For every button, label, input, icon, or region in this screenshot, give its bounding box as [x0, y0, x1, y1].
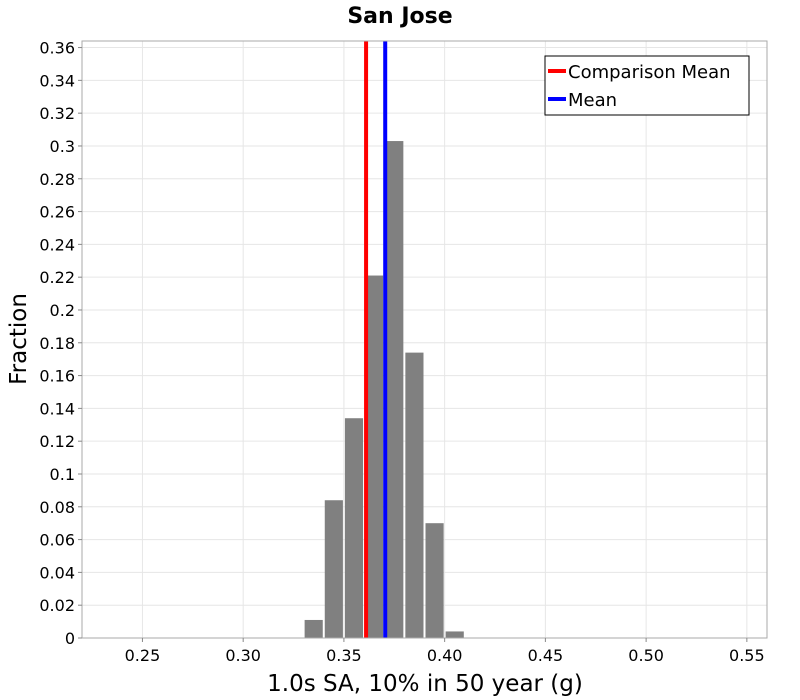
histogram-bar: [445, 631, 464, 638]
y-tick-label: 0.24: [39, 235, 75, 254]
plot-area-frame: [81, 40, 768, 639]
x-tick-label: 0.25: [125, 646, 161, 665]
y-tick-label: 0.06: [39, 531, 75, 550]
legend-label: Comparison Mean: [568, 62, 731, 83]
y-axis-label: Fraction: [6, 293, 32, 385]
histogram-bar: [405, 352, 424, 638]
histogram-bar: [365, 275, 384, 638]
histogram-bar: [324, 500, 343, 638]
y-tick-label: 0.32: [39, 104, 75, 123]
histogram-bar: [425, 523, 444, 638]
mean-lines: [364, 41, 388, 638]
y-tick-label: 0.28: [39, 170, 75, 189]
y-tick-label: 0.04: [39, 563, 75, 582]
histogram-bar: [304, 619, 323, 638]
y-tick-label: 0.08: [39, 498, 75, 517]
legend-label: Mean: [568, 90, 617, 111]
y-axis-ticks: 0 0.02 0.04 0.06 0.08 0.1 0.12 0.14 0.16 0.18 0.2 0…: [39, 39, 82, 648]
x-tick-label: 0.40: [427, 646, 463, 665]
y-tick-label: 0.36: [39, 39, 75, 58]
chart-title: San Jose: [347, 4, 452, 29]
histogram-bar: [385, 141, 404, 639]
y-tick-label: 0.18: [39, 334, 75, 353]
y-tick-label: 0.2: [50, 301, 75, 320]
x-tick-label: 0.45: [528, 646, 564, 665]
y-tick-label: 0.1: [50, 465, 75, 484]
y-tick-label: 0.3: [50, 137, 75, 156]
histogram-bar: [344, 418, 364, 638]
y-tick-label: 0.34: [39, 71, 75, 90]
x-tick-label: 0.55: [729, 646, 765, 665]
x-tick-label: 0.35: [326, 646, 362, 665]
grid-lines: [82, 41, 767, 639]
legend: Comparison Mean Mean: [544, 55, 750, 116]
x-tick-label: 0.50: [628, 646, 664, 665]
y-tick-label: 0.26: [39, 203, 75, 222]
x-axis-label: 1.0s SA, 10% in 50 year (g): [267, 671, 583, 697]
y-tick-label: 0.12: [39, 432, 75, 451]
y-tick-label: 0.14: [39, 399, 75, 418]
x-tick-label: 0.30: [225, 646, 261, 665]
x-axis-ticks: 0.25 0.30 0.35 0.40 0.45 0.50 0.55: [125, 638, 765, 665]
y-tick-label: 0.22: [39, 268, 75, 287]
legend-box: [544, 55, 750, 116]
y-tick-label: 0.02: [39, 596, 75, 615]
y-tick-label: 0: [65, 629, 75, 648]
histogram-bars: [304, 141, 464, 639]
y-tick-label: 0.16: [39, 367, 75, 386]
